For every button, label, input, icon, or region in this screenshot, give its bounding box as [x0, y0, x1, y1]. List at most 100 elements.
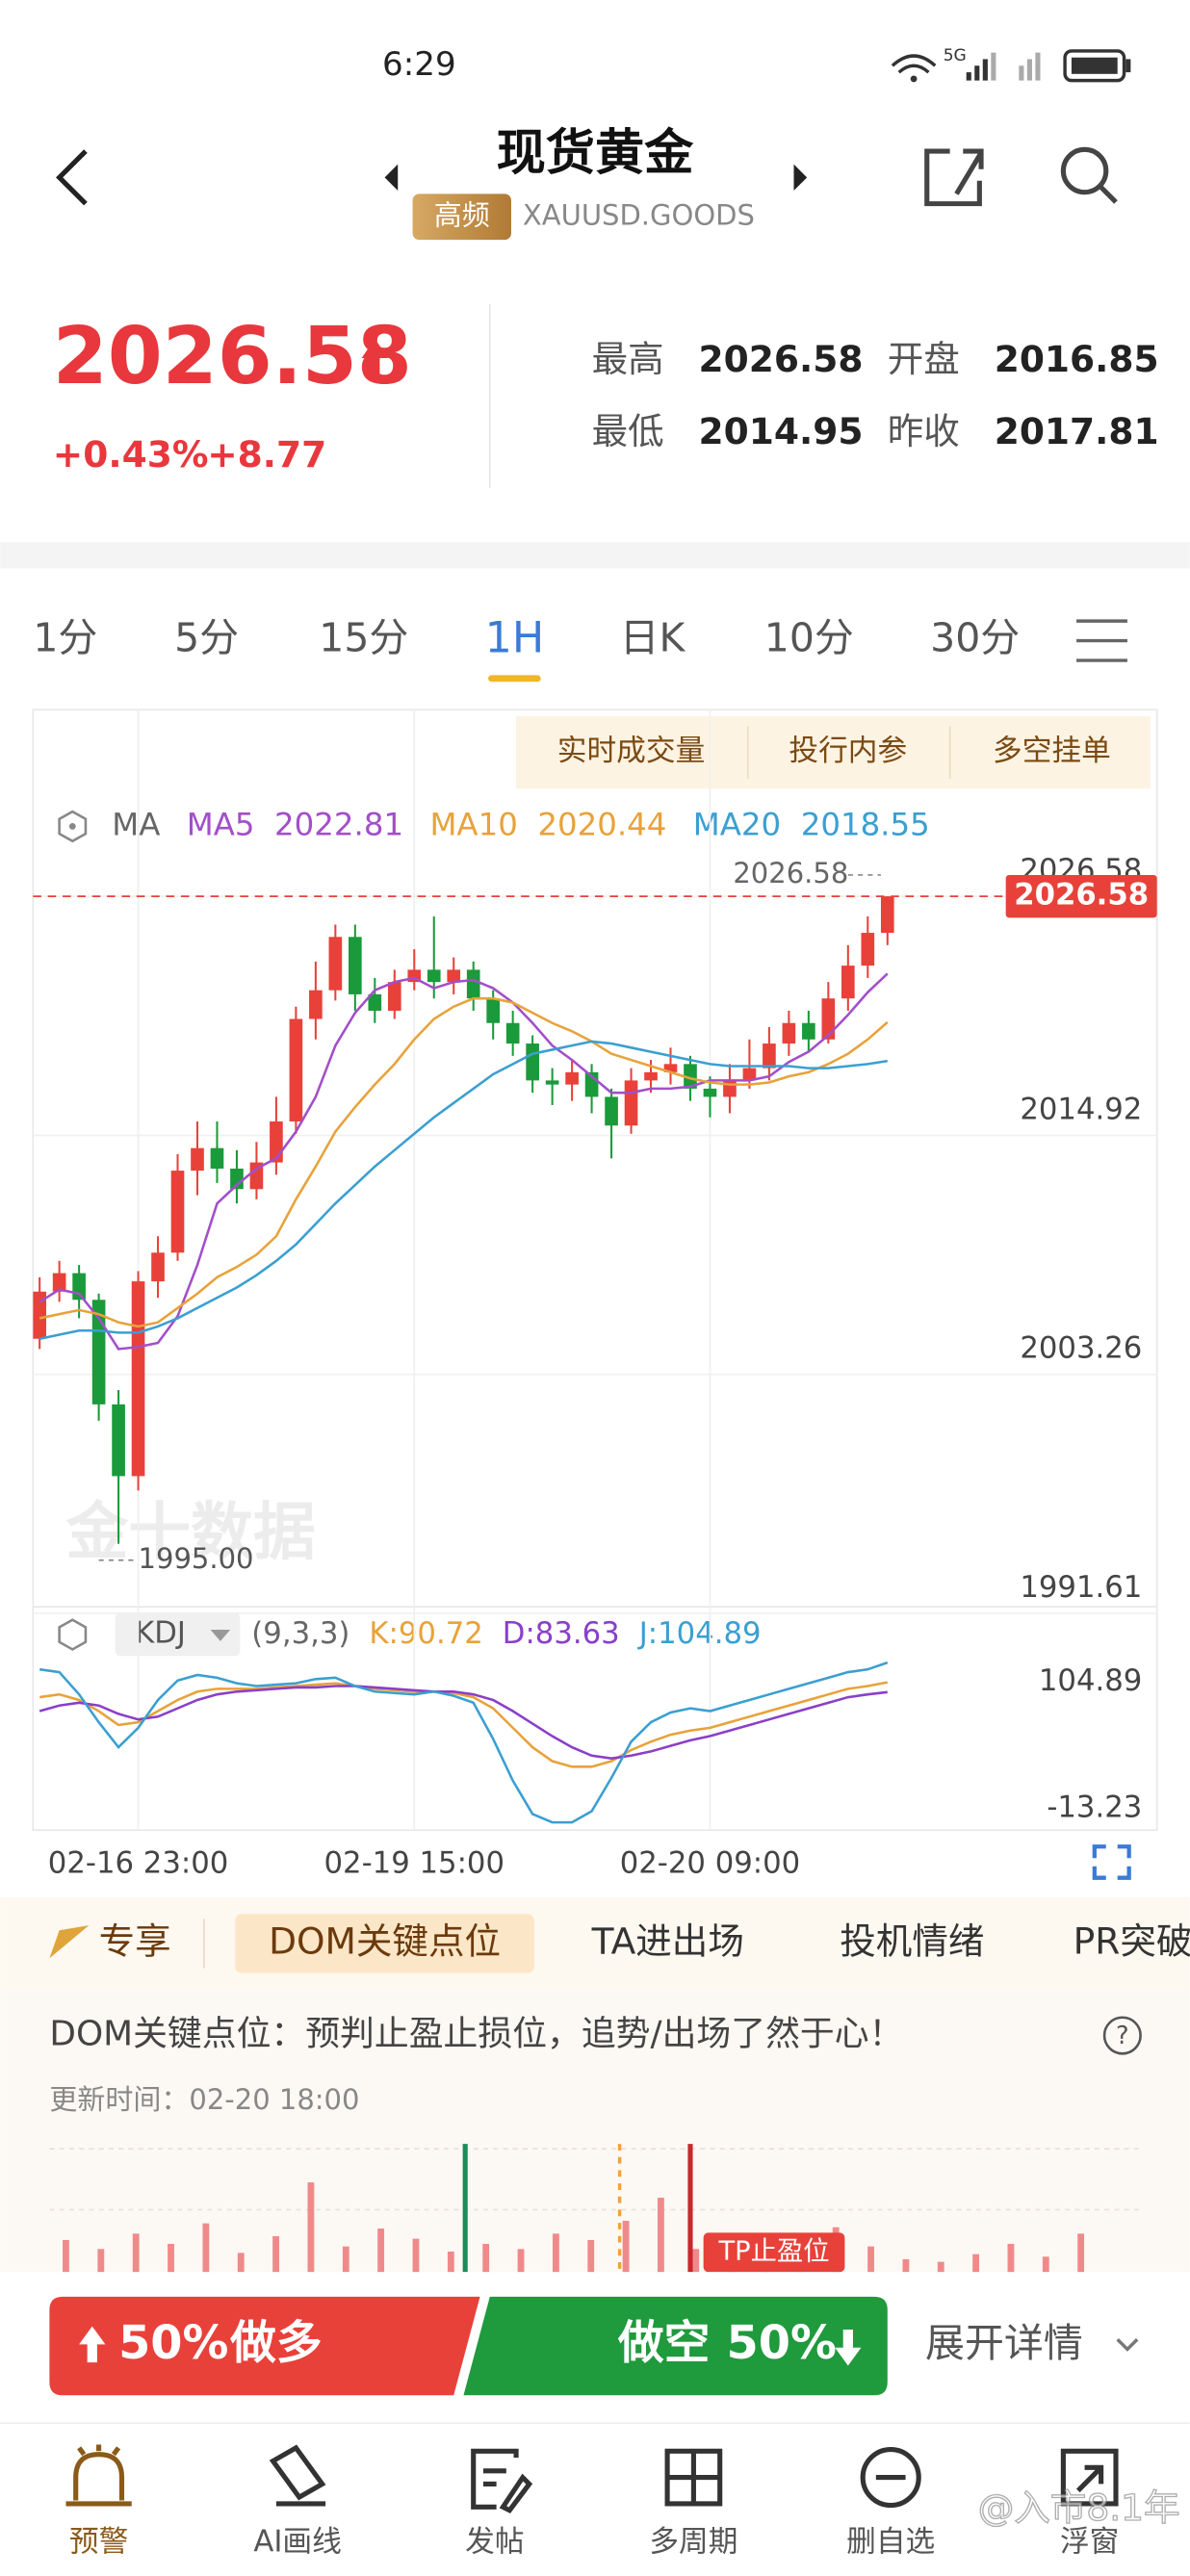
legend-value: 2022.81	[274, 806, 403, 842]
tab-underline	[488, 675, 541, 683]
dom-bar	[412, 2238, 420, 2273]
dom-bar	[202, 2223, 210, 2273]
candle-body	[821, 998, 836, 1040]
tab-active[interactable]: 1H	[485, 614, 545, 663]
chevron	[1116, 2338, 1139, 2352]
stat-value: 2014.95	[699, 410, 864, 452]
title: 现货黄金	[497, 124, 695, 182]
stat-label: 开盘	[888, 338, 960, 380]
analysis-tab[interactable]: TA进出场	[591, 1919, 744, 1962]
nav-label[interactable]: AI画线	[253, 2524, 341, 2559]
menu-button[interactable]	[1076, 619, 1127, 662]
status-icons: 5G	[891, 46, 1131, 83]
dom-bar	[1077, 2233, 1085, 2273]
help-button[interactable]	[1102, 2016, 1142, 2055]
settings-icon[interactable]	[58, 810, 88, 843]
dom-bar	[1042, 2256, 1049, 2273]
chart-frame	[32, 708, 1158, 1832]
tab[interactable]: 30分	[930, 615, 1020, 661]
nav-label[interactable]: 预警	[69, 2524, 128, 2559]
symbol: XAUUSD.GOODS	[523, 198, 755, 231]
back-button[interactable]	[56, 149, 88, 206]
fullscreen-button[interactable]	[1092, 1844, 1131, 1880]
search-button[interactable]	[1060, 146, 1118, 204]
dom-bar	[937, 2261, 944, 2273]
badge: 高频	[434, 198, 490, 231]
dom-bar	[902, 2258, 910, 2273]
candle-body	[703, 1088, 717, 1097]
share-button[interactable]	[924, 148, 984, 207]
tab[interactable]: 日K	[620, 615, 686, 661]
indicator-label: MA MA5 2022.81 MA10 2020.44 MA20 2018.55	[112, 806, 929, 842]
prev-arrow[interactable]	[384, 164, 399, 191]
indicator-line	[39, 972, 889, 1351]
long-pct: 50%	[118, 2317, 228, 2370]
candle-body	[170, 1171, 185, 1253]
tab[interactable]: 1分	[33, 615, 97, 661]
candle-body	[151, 1252, 165, 1282]
indicator-line	[39, 996, 889, 1328]
dom-bar	[307, 2182, 315, 2273]
tab[interactable]: 10分	[764, 615, 854, 661]
tab[interactable]: 5分	[174, 615, 239, 661]
analysis-tab[interactable]: PR突破	[1074, 1919, 1190, 1962]
nav-label[interactable]: 发帖	[465, 2524, 524, 2559]
watermark: 金十数据	[65, 1496, 315, 1568]
kdj-tick-label: 104.89	[1039, 1663, 1142, 1698]
candle-body	[210, 1147, 224, 1169]
legend-name: MA10	[429, 806, 517, 842]
tab-highlight	[235, 1914, 534, 1973]
analysis-tab[interactable]: DOM关键点位	[269, 1919, 501, 1962]
candle-body	[131, 1281, 145, 1477]
stat-label: 昨收	[888, 410, 960, 452]
details-button[interactable]: 展开详情	[925, 2320, 1083, 2366]
chart-button[interactable]: 投行内参	[789, 734, 907, 768]
short-button[interactable]	[463, 2296, 888, 2396]
nav-icon-alert[interactable]	[65, 2444, 132, 2507]
tab[interactable]: 15分	[319, 615, 408, 661]
x-tick-label: 02-16 23:00	[48, 1846, 228, 1881]
tp-label: TP止盈位	[718, 2236, 830, 2266]
dom-bar	[692, 2249, 700, 2273]
candle-body	[763, 1043, 776, 1069]
chart-button[interactable]: 实时成交量	[557, 734, 706, 768]
nav-icon-multi[interactable]	[664, 2448, 723, 2507]
candle-body	[624, 1080, 638, 1126]
dom-title: DOM关键点位：预判止盈止损位，追势/出场了然于心！	[49, 2015, 903, 2054]
settings-icon[interactable]	[58, 1618, 88, 1651]
dom-bar	[622, 2221, 630, 2273]
next-arrow[interactable]	[793, 164, 808, 191]
analysis-tab[interactable]: 专享	[99, 1919, 171, 1962]
nav-icon-post[interactable]	[471, 2448, 533, 2513]
dom-bar	[552, 2233, 559, 2273]
vip-icon	[49, 1925, 90, 1959]
low-marker-label: 1995.00	[139, 1542, 254, 1575]
high-marker-label: 2026.58	[733, 857, 848, 889]
help-icon: ?	[1116, 2022, 1129, 2050]
stat-value: 2026.58	[699, 338, 864, 380]
nav-label[interactable]: 多周期	[649, 2524, 737, 2559]
kdj-name: KDJ	[135, 1616, 186, 1651]
nav-icon-remove[interactable]	[860, 2447, 921, 2509]
candle-body	[663, 1064, 678, 1072]
legend-value: 2020.44	[537, 806, 666, 842]
long-button[interactable]	[49, 2296, 480, 2396]
nav-icon-float[interactable]	[1060, 2448, 1119, 2507]
candle-body	[191, 1147, 204, 1172]
candle-body	[644, 1071, 658, 1081]
candle-body	[230, 1168, 244, 1190]
legend-name: MA5	[187, 806, 255, 842]
kdj-select[interactable]	[115, 1612, 241, 1657]
analysis-tab[interactable]: 投机情绪	[840, 1919, 984, 1962]
candle-body	[466, 969, 480, 999]
settings-dot	[68, 823, 76, 830]
candle-body	[505, 1022, 520, 1044]
dom-bar	[237, 2253, 245, 2273]
nav-label[interactable]: 删自选	[846, 2524, 935, 2559]
dom-updated: 更新时间：02-20 18:00	[49, 2083, 359, 2116]
dom-bar	[587, 2239, 595, 2273]
nav-icon-draw[interactable]	[269, 2444, 326, 2507]
chart-button[interactable]: 多空挂单	[993, 734, 1111, 768]
nav-label[interactable]: 浮窗	[1060, 2524, 1119, 2559]
short-label: 做空	[617, 2317, 711, 2370]
